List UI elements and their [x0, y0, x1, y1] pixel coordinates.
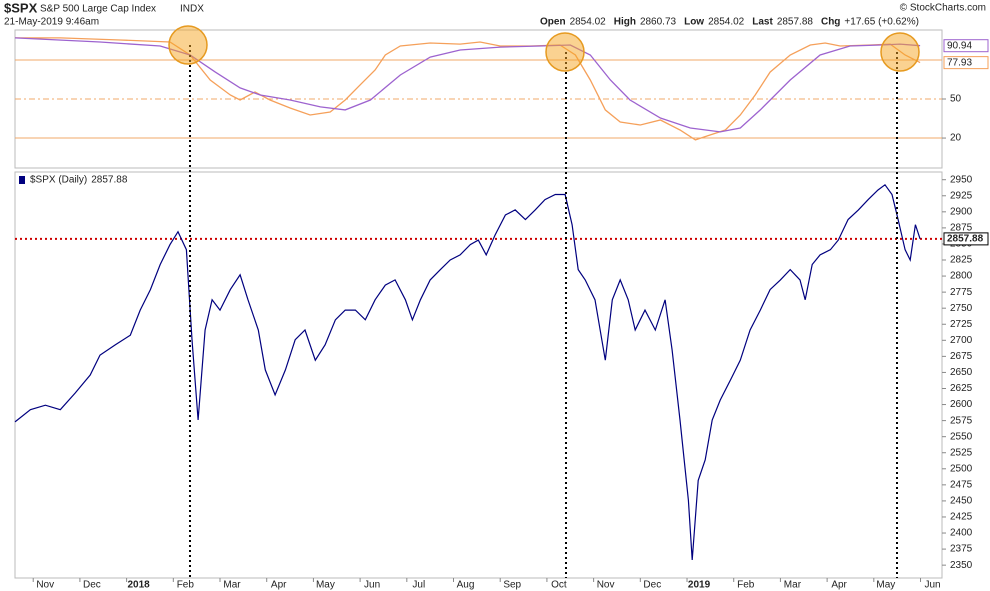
quote-label: Low	[684, 17, 704, 28]
y-tick-label: 2400	[950, 528, 973, 539]
credit: © StockCharts.com	[900, 3, 986, 14]
x-tick-label: May	[316, 580, 335, 591]
x-tick-label: Mar	[784, 580, 802, 591]
series-line	[14, 37, 921, 133]
quote-label: High	[614, 17, 636, 28]
series-line	[14, 183, 921, 561]
quote-label: Open	[540, 17, 566, 28]
last-value-label: 77.93	[947, 57, 972, 68]
indicator-panel: 50 20 77.93 90.94	[14, 37, 989, 144]
y-tick-label: 2575	[950, 415, 973, 426]
price-frame	[14, 171, 943, 579]
y-tick-label: 2800	[950, 271, 973, 282]
highlight-circle	[545, 32, 585, 72]
legend-name: $SPX (Daily)	[30, 175, 87, 186]
x-tick-label: Dec	[83, 580, 101, 591]
price-panel: 2950292529002875285028252800277527502725…	[14, 174, 989, 591]
highlight-circle	[168, 25, 208, 65]
x-tick-label: Dec	[643, 580, 661, 591]
y-tick-label: 2825	[950, 255, 973, 266]
y-tick-label: 50	[950, 94, 962, 105]
y-tick-label: 2925	[950, 190, 973, 201]
quote-value: 2854.02	[570, 17, 607, 28]
highlights	[168, 25, 920, 72]
y-tick-label: 2450	[950, 496, 973, 507]
legend-value: 2857.88	[91, 175, 128, 186]
quote-label: Last	[752, 17, 773, 28]
exchange: INDX	[180, 4, 204, 15]
x-tick-label: Sep	[503, 580, 521, 591]
x-tick-label: Jun	[924, 580, 940, 591]
x-tick-label: Feb	[177, 580, 195, 591]
description: S&P 500 Large Cap Index	[40, 4, 156, 15]
y-tick-label: 2625	[950, 383, 973, 394]
annotations	[189, 45, 898, 578]
last-value-box	[943, 39, 989, 53]
x-tick-label: Jun	[364, 580, 380, 591]
y-tick-label: 2775	[950, 287, 973, 298]
y-tick-label: 2525	[950, 447, 973, 458]
x-tick-label: Apr	[271, 580, 287, 591]
y-tick-label: 20	[950, 133, 962, 144]
x-tick-label: 2019	[688, 580, 711, 591]
quote-value: 2860.73	[640, 17, 677, 28]
quote: Open 2854.02 High 2860.73 Low 2854.02 Last 2857…	[540, 17, 919, 28]
quote-label: Chg	[821, 17, 840, 28]
symbol: $SPX	[4, 0, 38, 15]
quote-value: 2857.88	[777, 17, 814, 28]
legend-swatch	[19, 176, 25, 184]
x-tick-label: 2018	[127, 580, 150, 591]
y-tick-label: 2350	[950, 560, 973, 571]
x-tick-label: Aug	[457, 580, 475, 591]
y-tick-label: 2875	[950, 223, 973, 234]
last-value-label: 90.94	[947, 40, 972, 51]
x-tick-label: Jul	[412, 580, 425, 591]
y-tick-label: 2750	[950, 303, 973, 314]
y-tick-label: 2375	[950, 544, 973, 555]
y-tick-label: 2700	[950, 335, 973, 346]
y-tick-label: 2900	[950, 206, 973, 217]
y-tick-label: 2650	[950, 367, 973, 378]
x-tick-label: Feb	[737, 580, 755, 591]
y-tick-label: 2725	[950, 319, 973, 330]
y-tick-label: 2950	[950, 174, 973, 185]
last-value-box	[943, 56, 989, 70]
x-tick-label: Oct	[551, 580, 567, 591]
x-tick-label: May	[876, 580, 895, 591]
quote-value: +17.65 (+0.62%)	[844, 17, 919, 28]
x-tick-label: Nov	[597, 580, 615, 591]
y-tick-label: 2600	[950, 399, 973, 410]
y-tick-label: 2475	[950, 479, 973, 490]
highlight-circle	[880, 32, 920, 72]
last-value-box	[943, 232, 989, 246]
x-tick-label: Nov	[36, 580, 54, 591]
x-tick-label: Mar	[223, 580, 241, 591]
datetime: 21-May-2019 9:46am	[4, 17, 99, 28]
y-tick-label: 2675	[950, 351, 973, 362]
y-tick-label: 2425	[950, 512, 973, 523]
y-tick-label: 2550	[950, 431, 973, 442]
last-value-label: 2857.88	[947, 234, 984, 245]
x-tick-label: Apr	[831, 580, 847, 591]
quote-value: 2854.02	[708, 17, 745, 28]
y-tick-label: 2500	[950, 463, 973, 474]
